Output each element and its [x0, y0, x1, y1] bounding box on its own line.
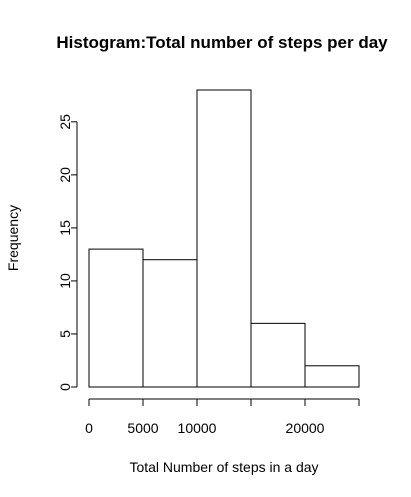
- histogram-bar-1: [142, 259, 198, 388]
- histogram-bar-0: [88, 248, 144, 388]
- y-axis-label: Frequency: [5, 205, 21, 271]
- x-axis-label: Total Number of steps in a day: [129, 459, 318, 475]
- x-tick-label: 5000: [127, 420, 158, 436]
- histogram-bar-4: [304, 365, 360, 388]
- x-axis: 0 5000 10000 20000: [85, 398, 360, 436]
- y-tick-label: 10: [57, 273, 73, 289]
- y-tick-label: 0: [57, 383, 73, 391]
- chart-title: Histogram:Total number of steps per day: [56, 33, 388, 52]
- bars-group: [88, 89, 360, 388]
- x-tick-label: 10000: [178, 420, 217, 436]
- histogram-bar-3: [250, 322, 306, 388]
- y-tick-label: 25: [57, 114, 73, 130]
- y-tick-label: 15: [57, 220, 73, 236]
- histogram-bar-2: [196, 89, 252, 388]
- y-tick-label: 20: [57, 167, 73, 183]
- y-axis: 0 5 10 15 20 25: [57, 114, 78, 391]
- x-tick-label: 0: [85, 420, 93, 436]
- y-tick-label: 5: [57, 330, 73, 338]
- x-tick-label: 20000: [286, 420, 325, 436]
